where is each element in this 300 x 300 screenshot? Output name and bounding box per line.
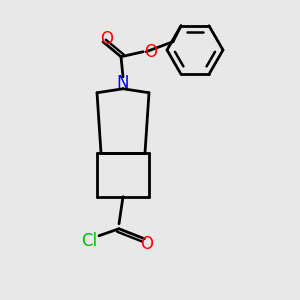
Text: O: O: [140, 235, 154, 253]
Text: O: O: [100, 30, 113, 48]
Text: N: N: [117, 74, 129, 92]
Text: Cl: Cl: [81, 232, 97, 250]
Text: O: O: [145, 43, 158, 61]
